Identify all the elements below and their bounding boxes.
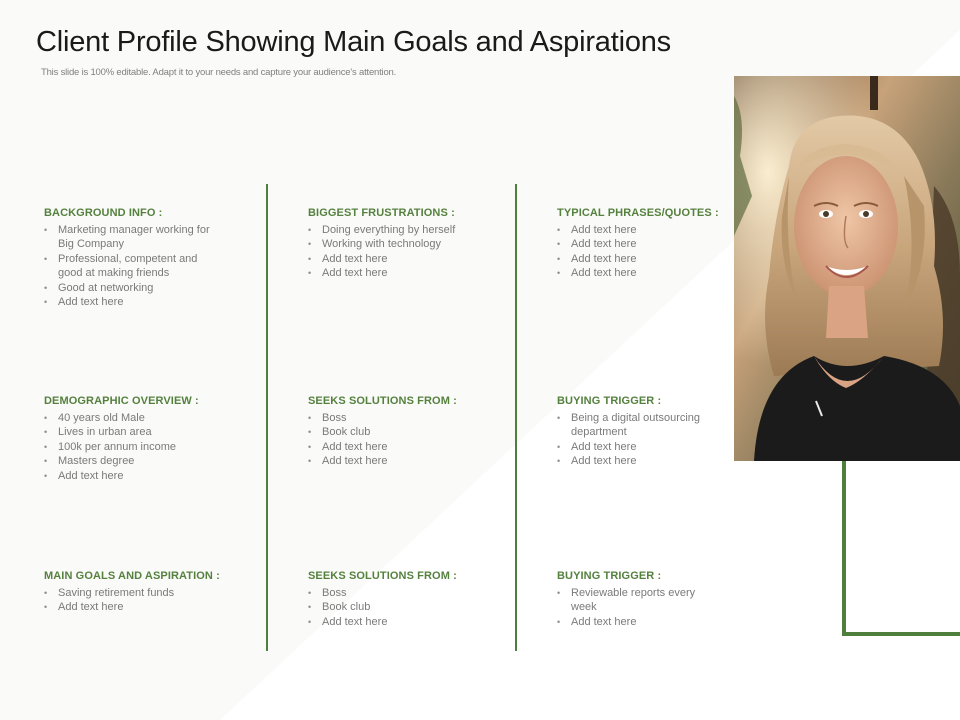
biggest-frustrations-block: BIGGEST FRUSTRATIONS : Doing everything … bbox=[308, 207, 498, 281]
page-subtitle: This slide is 100% editable. Adapt it to… bbox=[41, 67, 397, 78]
list-item: Add text here bbox=[308, 440, 498, 455]
list-item: Marketing manager working for Big Compan… bbox=[44, 223, 224, 252]
list-item: Boss bbox=[308, 586, 498, 601]
main-goals-block: MAIN GOALS AND ASPIRATION : Saving retir… bbox=[44, 570, 244, 615]
bullet-list: Boss Book club Add text here bbox=[308, 586, 498, 630]
list-item: Add text here bbox=[557, 440, 727, 455]
bullet-list: 40 years old Male Lives in urban area 10… bbox=[44, 411, 224, 483]
portrait-illustration bbox=[734, 76, 960, 461]
bullet-list: Doing everything by herself Working with… bbox=[308, 223, 498, 281]
client-photo bbox=[734, 76, 960, 461]
section-heading: MAIN GOALS AND ASPIRATION : bbox=[44, 570, 220, 582]
list-item: Reviewable reports every week bbox=[557, 586, 722, 615]
section-heading: BACKGROUND INFO : bbox=[44, 207, 163, 219]
typical-phrases-block: TYPICAL PHRASES/QUOTES : Add text here A… bbox=[557, 207, 732, 281]
list-item: Book club bbox=[308, 600, 498, 615]
list-item: Working with technology bbox=[308, 237, 498, 252]
list-item: Add text here bbox=[308, 615, 498, 630]
bullet-list: Marketing manager working for Big Compan… bbox=[44, 223, 224, 310]
section-heading: SEEKS SOLUTIONS FROM : bbox=[308, 395, 457, 407]
list-item: Add text here bbox=[557, 266, 732, 281]
column-divider-2 bbox=[515, 184, 517, 651]
list-item: Add text here bbox=[44, 295, 224, 310]
list-item: Add text here bbox=[44, 469, 224, 484]
bullet-list: Add text here Add text here Add text her… bbox=[557, 223, 732, 281]
page-title: Client Profile Showing Main Goals and As… bbox=[36, 26, 671, 58]
list-item: Masters degree bbox=[44, 454, 224, 469]
section-heading: SEEKS SOLUTIONS FROM : bbox=[308, 570, 457, 582]
background-info-block: BACKGROUND INFO : Marketing manager work… bbox=[44, 207, 224, 310]
list-item: 100k per annum income bbox=[44, 440, 224, 455]
list-item: Boss bbox=[308, 411, 498, 426]
section-heading: TYPICAL PHRASES/QUOTES : bbox=[557, 207, 719, 219]
list-item: Doing everything by herself bbox=[308, 223, 498, 238]
bullet-list: Being a digital outsourcing department A… bbox=[557, 411, 727, 469]
buying-trigger-block-2: BUYING TRIGGER : Reviewable reports ever… bbox=[557, 570, 722, 630]
list-item: Add text here bbox=[557, 223, 732, 238]
bullet-list: Boss Book club Add text here Add text he… bbox=[308, 411, 498, 469]
list-item: Add text here bbox=[557, 237, 732, 252]
bullet-list: Reviewable reports every week Add text h… bbox=[557, 586, 722, 630]
bullet-list: Saving retirement funds Add text here bbox=[44, 586, 244, 615]
column-divider-1 bbox=[266, 184, 268, 651]
list-item: Good at networking bbox=[44, 281, 224, 296]
section-heading: BIGGEST FRUSTRATIONS : bbox=[308, 207, 455, 219]
list-item: Add text here bbox=[308, 266, 498, 281]
seeks-solutions-block-1: SEEKS SOLUTIONS FROM : Boss Book club Ad… bbox=[308, 395, 498, 469]
list-item: Being a digital outsourcing department bbox=[557, 411, 727, 440]
section-heading: BUYING TRIGGER : bbox=[557, 395, 662, 407]
list-item: Add text here bbox=[557, 615, 722, 630]
list-item: Add text here bbox=[308, 252, 498, 267]
list-item: Add text here bbox=[44, 600, 244, 615]
section-heading: DEMOGRAPHIC OVERVIEW : bbox=[44, 395, 199, 407]
list-item: Book club bbox=[308, 425, 498, 440]
list-item: Lives in urban area bbox=[44, 425, 224, 440]
list-item: Add text here bbox=[557, 252, 732, 267]
list-item: Add text here bbox=[557, 454, 727, 469]
buying-trigger-block-1: BUYING TRIGGER : Being a digital outsour… bbox=[557, 395, 727, 469]
list-item: Add text here bbox=[308, 454, 498, 469]
list-item: 40 years old Male bbox=[44, 411, 224, 426]
seeks-solutions-block-2: SEEKS SOLUTIONS FROM : Boss Book club Ad… bbox=[308, 570, 498, 630]
demographic-overview-block: DEMOGRAPHIC OVERVIEW : 40 years old Male… bbox=[44, 395, 224, 483]
list-item: Saving retirement funds bbox=[44, 586, 244, 601]
section-heading: BUYING TRIGGER : bbox=[557, 570, 662, 582]
list-item: Professional, competent and good at maki… bbox=[44, 252, 224, 281]
